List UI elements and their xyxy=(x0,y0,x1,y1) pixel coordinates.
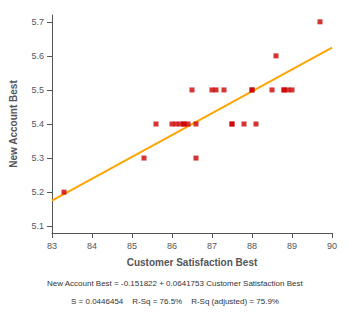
svg-text:85: 85 xyxy=(127,241,137,251)
svg-text:Customer Satisfaction Best: Customer Satisfaction Best xyxy=(127,257,258,268)
svg-text:5.4: 5.4 xyxy=(31,119,44,129)
svg-text:5.1: 5.1 xyxy=(31,221,44,231)
svg-text:84: 84 xyxy=(87,241,97,251)
svg-text:5.6: 5.6 xyxy=(31,51,44,61)
svg-text:S = 0.0446454 R-Sq = 76.5%: S = 0.0446454 R-Sq = 76.5% R-Sq (adjuste… xyxy=(71,297,279,306)
svg-text:New Account Best: New Account Best xyxy=(8,80,19,168)
svg-text:5.3: 5.3 xyxy=(31,153,44,163)
svg-text:89: 89 xyxy=(287,241,297,251)
svg-text:88: 88 xyxy=(247,241,257,251)
svg-text:5.5: 5.5 xyxy=(31,85,44,95)
svg-text:5.2: 5.2 xyxy=(31,187,44,197)
svg-text:86: 86 xyxy=(167,241,177,251)
svg-text:5.7: 5.7 xyxy=(31,17,44,27)
svg-text:83: 83 xyxy=(47,241,57,251)
svg-text:90: 90 xyxy=(327,241,337,251)
svg-text:87: 87 xyxy=(207,241,217,251)
svg-text:New Account Best = -0.151822 +: New Account Best = -0.151822 + 0.0641753… xyxy=(47,279,303,288)
